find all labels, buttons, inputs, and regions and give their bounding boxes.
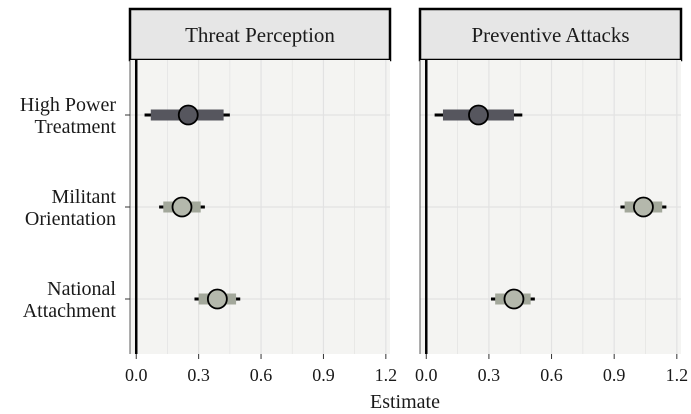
y-tick-label: High Power bbox=[20, 94, 116, 116]
x-tick-label: 0.0 bbox=[415, 365, 438, 385]
y-tick-label: Treatment bbox=[35, 116, 117, 138]
facet-title: Threat Perception bbox=[185, 23, 335, 47]
point-estimate bbox=[633, 196, 654, 218]
x-tick-label: 0.3 bbox=[478, 365, 501, 385]
x-tick-label: 0.6 bbox=[250, 365, 273, 385]
point-estimate bbox=[177, 104, 199, 126]
x-tick-label: 0.6 bbox=[540, 365, 563, 385]
point-estimate bbox=[468, 104, 489, 126]
x-tick-label: 0.9 bbox=[603, 365, 626, 385]
point-estimate bbox=[206, 288, 228, 310]
x-tick-label: 0.3 bbox=[187, 365, 210, 385]
y-tick-label: Militant bbox=[52, 186, 117, 208]
y-tick-label: Orientation bbox=[25, 208, 116, 230]
facet-title: Preventive Attacks bbox=[471, 23, 629, 47]
point-estimate bbox=[503, 288, 525, 310]
x-tick-label: 0.9 bbox=[312, 365, 335, 385]
y-tick-label: Attachment bbox=[23, 300, 117, 322]
facet-panel: Threat Perception 0.0 0.3 0.6 0.9 1.2 bbox=[125, 7, 398, 385]
x-tick-label: 1.2 bbox=[666, 365, 689, 385]
y-tick-label: National bbox=[47, 278, 116, 300]
facet-panel: Preventive Attacks 0.0 0.3 0.6 0.9 1.2 bbox=[415, 7, 689, 385]
facet-strip bbox=[128, 7, 392, 62]
x-axis-title: Estimate bbox=[370, 391, 440, 413]
x-tick-label: 1.2 bbox=[375, 365, 398, 385]
x-tick-label: 0.0 bbox=[125, 365, 148, 385]
point-estimate bbox=[171, 196, 193, 218]
